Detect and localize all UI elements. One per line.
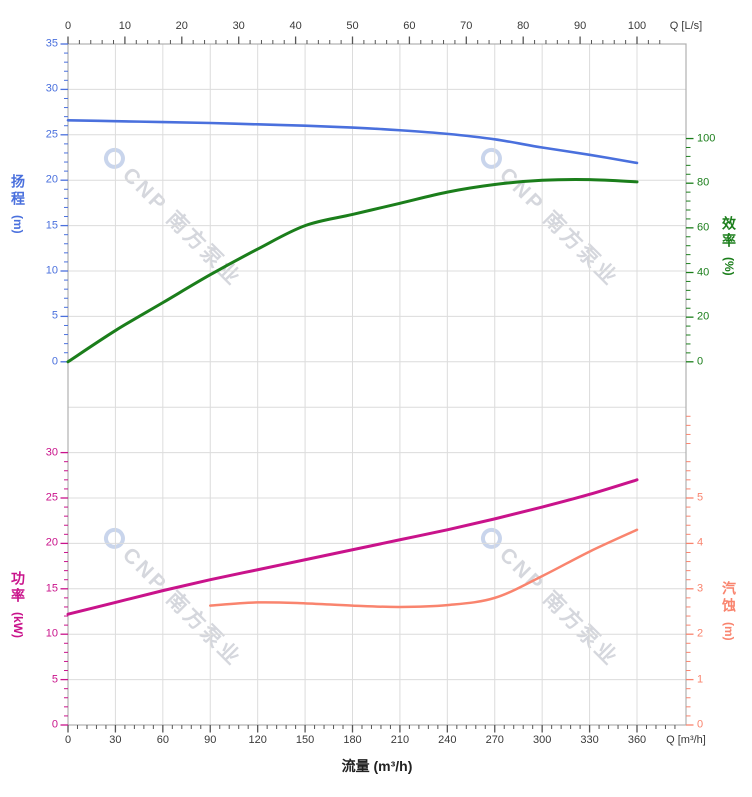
power-axis-tick-label: 0 bbox=[51, 718, 58, 731]
efficiency-axis-tick-label: 100 bbox=[697, 132, 716, 145]
bottom-axis-tick-label: 150 bbox=[295, 734, 315, 746]
power-axis-tick-label: 15 bbox=[45, 582, 58, 595]
head-axis-tick-label: 15 bbox=[45, 219, 58, 232]
efficiency-axis-title: 效率 (%) bbox=[719, 216, 739, 276]
npsh-axis-tick-label: 0 bbox=[697, 718, 704, 731]
top-axis-tick-label: 70 bbox=[460, 20, 473, 32]
head-axis-title: 扬程 (m) bbox=[8, 174, 28, 234]
bottom-axis-tick-label: 180 bbox=[343, 734, 362, 746]
head-curve bbox=[66, 118, 639, 165]
npsh-axis-title: 汽蚀 (m) bbox=[719, 581, 739, 641]
efficiency-axis-title-text: 效率 bbox=[721, 216, 737, 250]
bottom-axis-tick-label: 240 bbox=[438, 734, 457, 746]
bottom-axis-unit-label: Q [m³/h] bbox=[666, 734, 706, 746]
top-axis-tick-label: 30 bbox=[232, 20, 245, 32]
head-axis-tick-label: 0 bbox=[51, 355, 58, 368]
power-axis-tick-label: 5 bbox=[51, 673, 58, 686]
bottom-axis-tick-label: 270 bbox=[485, 734, 504, 746]
head-axis-tick-label: 20 bbox=[45, 173, 58, 186]
efficiency-axis-tick-label: 20 bbox=[697, 310, 710, 323]
top-axis-tick-label: 100 bbox=[627, 20, 647, 32]
power-axis-title-text: 功率 bbox=[10, 571, 26, 605]
bottom-axis-tick-label: 30 bbox=[109, 734, 122, 746]
npsh-axis-tick-label: 4 bbox=[697, 536, 704, 549]
top-axis-tick-label: 20 bbox=[175, 20, 188, 32]
bottom-axis-tick-label: 210 bbox=[390, 734, 410, 746]
top-axis-tick-label: 0 bbox=[64, 20, 72, 32]
top-axis-tick-label: 40 bbox=[289, 20, 302, 32]
efficiency-axis-tick-label: 60 bbox=[697, 221, 710, 234]
efficiency-axis-tick-label: 80 bbox=[697, 176, 710, 189]
power-axis-tick-label: 20 bbox=[45, 536, 58, 549]
npsh-axis-tick-label: 2 bbox=[697, 627, 704, 640]
top-axis-tick-label: 60 bbox=[403, 20, 416, 32]
power-axis-tick-label: 25 bbox=[45, 491, 58, 504]
bottom-axis-tick-label: 300 bbox=[532, 734, 552, 746]
head-axis-unit: (m) bbox=[11, 215, 25, 234]
power-axis-tick-label: 10 bbox=[45, 627, 58, 640]
bottom-axis-tick-label: 120 bbox=[248, 734, 267, 746]
efficiency-axis-unit: (%) bbox=[722, 257, 736, 276]
npsh-axis-unit: (m) bbox=[722, 622, 736, 641]
head-axis-tick-label: 25 bbox=[45, 128, 58, 141]
npsh-axis-tick-label: 5 bbox=[697, 491, 704, 504]
top-axis-unit-label: Q [L/s] bbox=[669, 20, 703, 32]
top-axis-tick-label: 50 bbox=[346, 20, 359, 32]
x-axis-title: 流量 (m³/h) bbox=[341, 758, 413, 774]
bottom-axis-tick-label: 90 bbox=[204, 734, 217, 746]
npsh-axis-tick-label: 1 bbox=[697, 673, 704, 686]
power-axis-tick-label: 30 bbox=[45, 446, 58, 459]
head-axis-tick-label: 10 bbox=[45, 264, 58, 277]
bottom-axis-tick-label: 360 bbox=[627, 734, 647, 746]
bottom-axis-tick-label: 60 bbox=[156, 734, 169, 746]
bottom-axis-tick-label: 0 bbox=[64, 734, 72, 746]
npsh-axis-tick-label: 3 bbox=[697, 582, 704, 595]
top-axis-tick-label: 90 bbox=[573, 20, 587, 32]
head-axis-tick-label: 35 bbox=[45, 37, 58, 50]
head-axis-tick-label: 5 bbox=[51, 309, 58, 322]
npsh-curve bbox=[209, 528, 639, 609]
efficiency-axis-tick-label: 40 bbox=[697, 266, 710, 278]
efficiency-curve bbox=[66, 178, 639, 364]
top-axis-tick-label: 80 bbox=[517, 20, 530, 32]
bottom-axis-tick-label: 330 bbox=[580, 734, 599, 746]
plot-border bbox=[67, 43, 687, 726]
top-axis-tick-label: 10 bbox=[118, 20, 132, 32]
npsh-axis-title-text: 汽蚀 bbox=[721, 581, 737, 615]
power-axis-title: 功率 (kW) bbox=[8, 571, 28, 638]
efficiency-axis-tick-label: 0 bbox=[697, 355, 704, 368]
power-axis-unit: (kW) bbox=[11, 612, 25, 638]
head-axis-title-text: 扬程 bbox=[10, 174, 26, 208]
head-axis-tick-label: 30 bbox=[45, 82, 58, 95]
power-curve bbox=[66, 478, 639, 616]
